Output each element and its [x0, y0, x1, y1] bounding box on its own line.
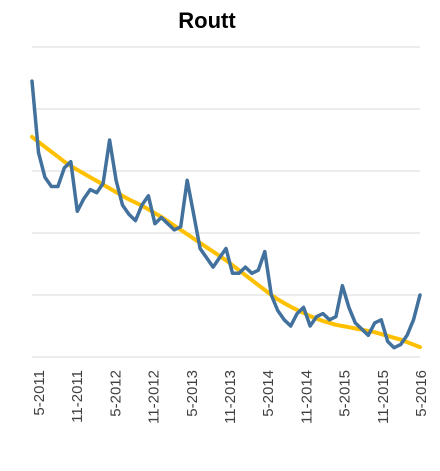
x-tick-label: 5-2014: [260, 370, 277, 417]
x-tick-label: 11-2013: [222, 370, 239, 424]
x-tick-label: 11-2015: [375, 370, 392, 424]
series-line-trend: [30, 134, 422, 350]
x-tick-label: 5-2013: [184, 370, 201, 417]
series-line-blue: [30, 79, 422, 350]
x-tick-label: 5-2011: [31, 370, 48, 416]
x-tick-label: 5-2012: [107, 370, 124, 417]
chart-title: Routt: [178, 8, 236, 33]
series-lines: [30, 79, 422, 350]
x-tick-label: 11-2014: [298, 370, 315, 424]
x-tick-label: 5-2016: [413, 370, 430, 417]
x-tick-label: 11-2012: [146, 370, 163, 424]
x-axis-ticks: 5-2011 11-2011 5-2012 11-2012 5-2013 11-2013 5…: [31, 370, 430, 424]
gridlines: [32, 46, 420, 358]
x-tick-label: 5-2015: [337, 370, 354, 417]
x-tick-label: 11-2011: [69, 370, 86, 423]
